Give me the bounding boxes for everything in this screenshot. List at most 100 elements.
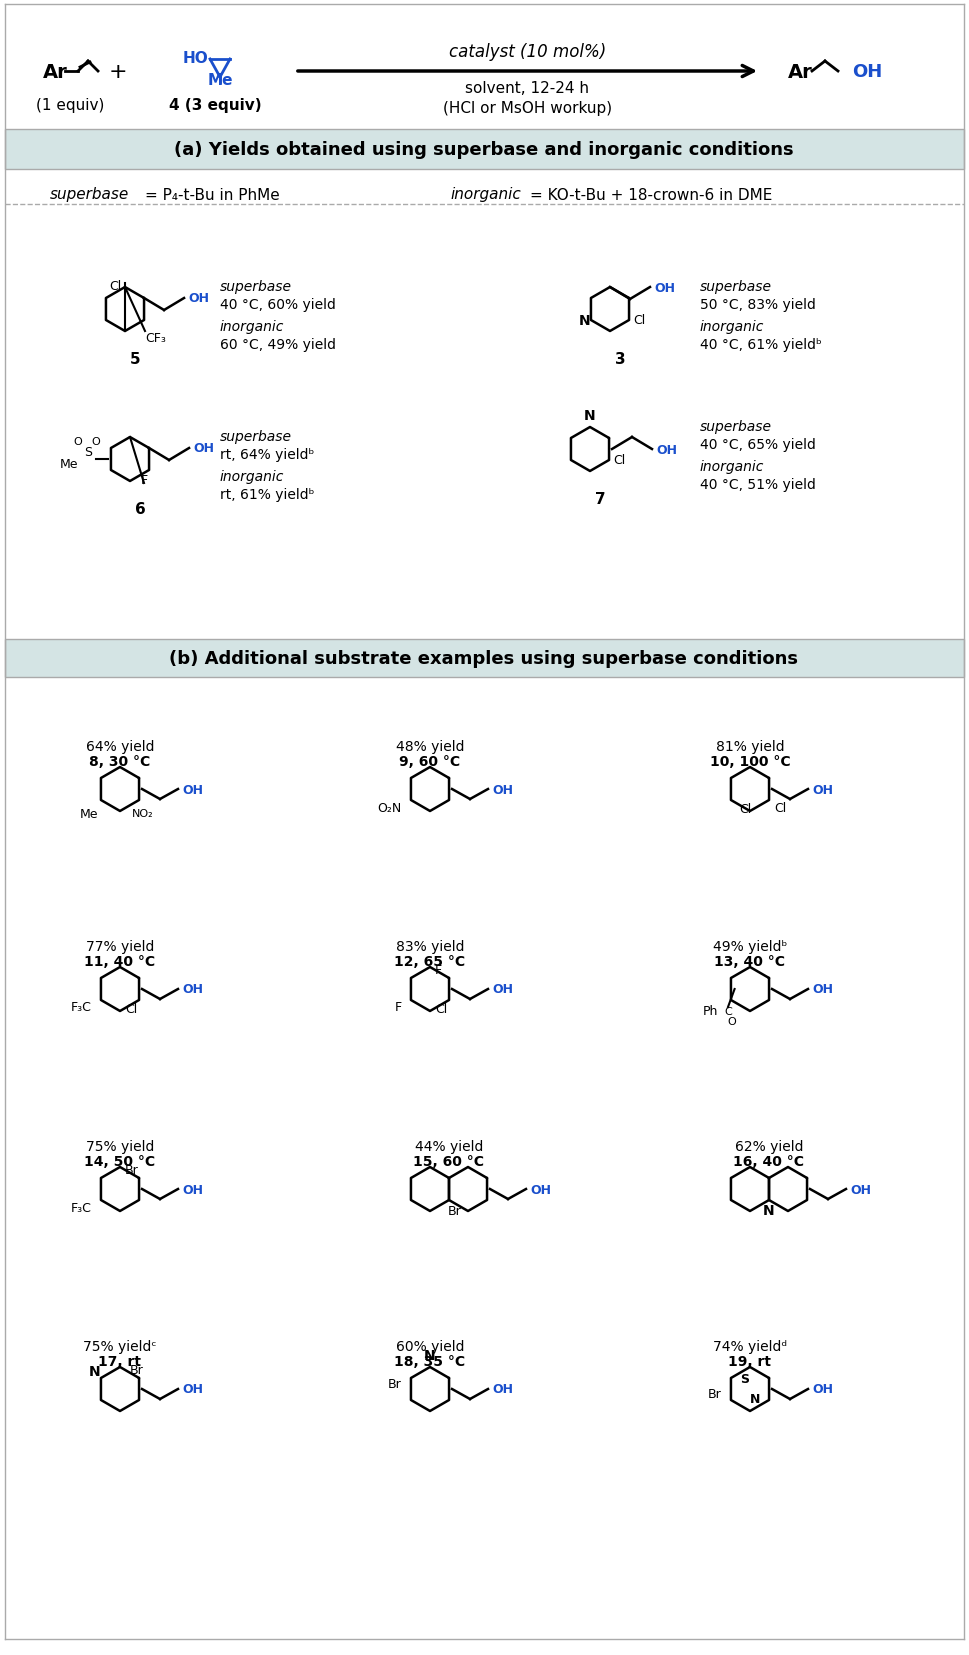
Text: Br: Br [389, 1377, 402, 1390]
Text: NO₂: NO₂ [132, 809, 154, 819]
Text: OH: OH [182, 1183, 203, 1197]
Text: 7: 7 [595, 492, 606, 506]
Text: Me: Me [59, 458, 78, 472]
Text: superbase: superbase [50, 187, 129, 202]
Text: 8, 30 °C: 8, 30 °C [89, 755, 150, 768]
Text: O: O [74, 437, 82, 447]
Text: superbase: superbase [700, 280, 772, 295]
Text: OH: OH [812, 983, 833, 996]
Text: F: F [141, 473, 147, 487]
Text: 64% yield: 64% yield [85, 740, 154, 753]
Text: 77% yield: 77% yield [86, 940, 154, 953]
Text: N: N [584, 409, 596, 422]
Text: Cl: Cl [633, 314, 645, 328]
Text: F₃C: F₃C [71, 1202, 92, 1213]
Text: Cl: Cl [109, 280, 121, 293]
Text: OH: OH [812, 783, 833, 796]
Text: 81% yield: 81% yield [716, 740, 784, 753]
Text: (HCl or MsOH workup): (HCl or MsOH workup) [443, 101, 612, 116]
Text: +: + [109, 61, 127, 83]
Bar [5, 131, 964, 170]
Text: S: S [740, 1372, 749, 1385]
Text: 50 °C, 83% yield: 50 °C, 83% yield [700, 298, 816, 311]
Text: OH: OH [182, 783, 203, 796]
Text: (b) Additional substrate examples using superbase conditions: (b) Additional substrate examples using … [170, 650, 798, 667]
Text: OH: OH [852, 63, 882, 81]
Text: Cl: Cl [613, 453, 625, 467]
Text: = P₄-t-Bu in PhMe: = P₄-t-Bu in PhMe [145, 187, 280, 202]
Text: 12, 65 °C: 12, 65 °C [394, 955, 465, 968]
Text: OH: OH [530, 1183, 551, 1197]
Text: 10, 100 °C: 10, 100 °C [709, 755, 791, 768]
Text: 49% yieldᵇ: 49% yieldᵇ [713, 940, 787, 953]
Text: 4 (3 equiv): 4 (3 equiv) [169, 98, 262, 113]
Text: 19, rt: 19, rt [729, 1354, 771, 1369]
Text: OH: OH [492, 983, 513, 996]
Text: catalyst (10 mol%): catalyst (10 mol%) [449, 43, 607, 61]
Text: C: C [724, 1006, 732, 1016]
Text: Ph: Ph [703, 1005, 718, 1018]
Text: 40 °C, 65% yield: 40 °C, 65% yield [700, 437, 816, 452]
Text: superbase: superbase [700, 420, 772, 434]
Text: OH: OH [188, 293, 209, 305]
Text: 40 °C, 61% yieldᵇ: 40 °C, 61% yieldᵇ [700, 338, 822, 353]
Text: 18, 35 °C: 18, 35 °C [394, 1354, 465, 1369]
Text: N: N [750, 1392, 761, 1405]
Text: Cl: Cl [125, 1003, 138, 1016]
Text: 74% yieldᵈ: 74% yieldᵈ [713, 1339, 787, 1354]
Text: solvent, 12-24 h: solvent, 12-24 h [465, 81, 589, 96]
Text: CF₃: CF₃ [145, 331, 166, 344]
Text: 16, 40 °C: 16, 40 °C [734, 1154, 804, 1168]
Text: OH: OH [193, 442, 214, 455]
Text: 3: 3 [614, 353, 625, 367]
Text: = KO-t-Bu + 18-crown-6 in DME: = KO-t-Bu + 18-crown-6 in DME [530, 187, 772, 202]
Text: 9, 60 °C: 9, 60 °C [399, 755, 460, 768]
Text: rt, 64% yieldᵇ: rt, 64% yieldᵇ [220, 449, 314, 462]
Text: inorganic: inorganic [700, 460, 765, 473]
Text: Br: Br [125, 1163, 139, 1177]
Text: Br: Br [130, 1364, 143, 1377]
Text: OH: OH [182, 1382, 203, 1395]
Text: 14, 50 °C: 14, 50 °C [84, 1154, 156, 1168]
Text: (1 equiv): (1 equiv) [36, 98, 105, 113]
Text: OH: OH [812, 1382, 833, 1395]
Text: rt, 61% yieldᵇ: rt, 61% yieldᵇ [220, 488, 315, 501]
Text: Me: Me [79, 808, 98, 819]
Text: O: O [92, 437, 101, 447]
Text: 75% yield: 75% yield [86, 1139, 154, 1154]
Text: N: N [89, 1364, 101, 1379]
Text: 48% yield: 48% yield [395, 740, 464, 753]
Text: 13, 40 °C: 13, 40 °C [714, 955, 786, 968]
Text: inorganic: inorganic [220, 470, 284, 483]
Text: 5: 5 [130, 353, 141, 367]
Text: Cl: Cl [435, 1003, 448, 1016]
Text: OH: OH [492, 1382, 513, 1395]
Text: 17, rt: 17, rt [99, 1354, 141, 1369]
Text: 40 °C, 60% yield: 40 °C, 60% yield [220, 298, 336, 311]
Text: O: O [728, 1016, 736, 1026]
Bar [5, 639, 964, 677]
Text: inorganic: inorganic [700, 319, 765, 334]
Text: 60% yield: 60% yield [395, 1339, 464, 1354]
Text: Ar: Ar [788, 63, 812, 81]
Text: HO: HO [182, 50, 208, 66]
Text: OH: OH [182, 983, 203, 996]
Text: F: F [395, 1001, 402, 1015]
Text: O₂N: O₂N [378, 801, 402, 814]
Text: OH: OH [850, 1183, 871, 1197]
Text: OH: OH [656, 444, 677, 457]
Text: Ar: Ar [43, 63, 68, 81]
Text: (a) Yields obtained using superbase and inorganic conditions: (a) Yields obtained using superbase and … [174, 141, 794, 159]
Text: S: S [84, 445, 92, 458]
Text: F: F [435, 963, 442, 976]
Text: N: N [424, 1349, 436, 1362]
Text: Cl: Cl [774, 801, 786, 814]
Text: 75% yieldᶜ: 75% yieldᶜ [83, 1339, 157, 1354]
Text: 44% yield: 44% yield [415, 1139, 484, 1154]
Text: Br: Br [708, 1387, 722, 1400]
Text: N: N [579, 314, 591, 328]
Text: 62% yield: 62% yield [735, 1139, 803, 1154]
Text: F₃C: F₃C [71, 1001, 92, 1015]
Text: 60 °C, 49% yield: 60 °C, 49% yield [220, 338, 336, 353]
Text: 15, 60 °C: 15, 60 °C [414, 1154, 484, 1168]
